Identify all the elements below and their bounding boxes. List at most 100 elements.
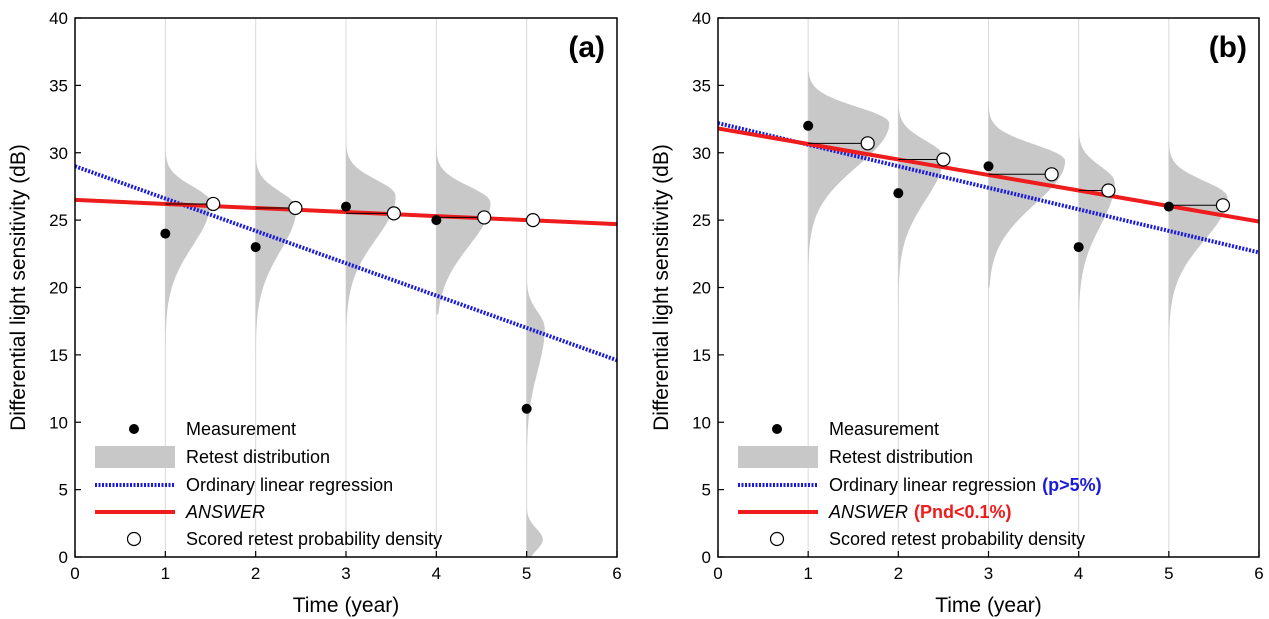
measurement-point (893, 188, 904, 199)
scored-retest-point (288, 200, 303, 216)
legend-entry-3: Ordinary linear regression (p>5%) (829, 475, 1102, 495)
x-tick-label: 2 (894, 564, 903, 583)
legend-entry-3: Ordinary linear regression (186, 475, 393, 495)
x-tick-label: 1 (161, 564, 170, 583)
x-tick-label: 4 (432, 564, 441, 583)
x-tick-label: 0 (70, 564, 79, 583)
scored-retest-point (386, 206, 401, 221)
scored-retest-point (477, 210, 492, 225)
retest-distribution-3 (346, 125, 396, 369)
scored-retest-point (525, 213, 541, 228)
y-tick-label: 20 (49, 279, 68, 298)
x-tick-label: 1 (803, 564, 812, 583)
retest-distribution-2 (898, 98, 944, 355)
y-tick-label: 5 (702, 481, 711, 500)
retest-distribution-4 (1078, 125, 1115, 557)
legend-distribution-symbol (738, 446, 818, 468)
y-tick-label: 35 (692, 76, 711, 95)
legend-distribution-symbol (95, 446, 175, 468)
y-tick-label: 0 (702, 548, 711, 567)
retest-distribution-5 (1168, 112, 1228, 382)
y-tick-label: 25 (49, 211, 68, 230)
y-tick-label: 30 (49, 144, 68, 163)
legend-label: Scored retest probability density (186, 529, 442, 549)
legend-label: Measurement (829, 419, 939, 439)
y-tick-label: 15 (49, 346, 68, 365)
measurement-point (1073, 242, 1084, 253)
measurement-point (521, 403, 532, 414)
legend-label: ANSWER (828, 502, 908, 522)
scored-retest-point (206, 196, 221, 212)
x-axis-title: Time (year) (935, 594, 1042, 617)
panel-label: (b) (1209, 31, 1247, 64)
legend-label: Scored retest probability density (829, 529, 1085, 549)
legend-label: ANSWER (185, 502, 265, 522)
retest-distribution-4 (436, 125, 491, 315)
legend-entry-2: Retest distribution (829, 447, 973, 467)
retest-distribution-3 (988, 98, 1066, 288)
panel-a: 0 1 2 3 4 5 6 0 5 10 15 20 25 30 35 40 Time (year) Differ… (7, 9, 622, 617)
y-axis-title: Differential light sensitivity (dB) (650, 144, 673, 431)
y-axis-title: Differential light sensitivity (dB) (7, 144, 30, 431)
panel-label: (a) (568, 31, 605, 64)
y-tick-label: 20 (692, 279, 711, 298)
legend-label: Retest distribution (829, 447, 973, 467)
x-tick-label: 3 (984, 564, 993, 583)
legend-entry-2: Retest distribution (186, 447, 330, 467)
scored-retest-point (1215, 198, 1231, 213)
x-tick-label: 6 (612, 564, 621, 583)
y-tick-label: 40 (692, 9, 711, 28)
scored-retest-point (860, 136, 875, 151)
legend-suffix: (p>5%) (1042, 475, 1102, 495)
legend-measurement-symbol (129, 424, 139, 434)
y-tick-label: 35 (49, 76, 68, 95)
legend-entry-1: Measurement (186, 419, 296, 439)
legend-scored-symbol (769, 531, 785, 547)
legend-entry-4: ANSWER (Pnd<0.1%) (828, 502, 1012, 522)
x-tick-label: 2 (251, 564, 260, 583)
retest-distribution-1 (165, 125, 211, 463)
measurement-point (160, 228, 171, 239)
x-tick-label: 5 (1164, 564, 1173, 583)
legend-measurement-symbol (772, 424, 782, 434)
legend-scored-symbol (126, 531, 142, 547)
x-tick-label: 0 (713, 564, 722, 583)
legend-label: Ordinary linear regression (186, 475, 393, 495)
y-tick-label: 40 (49, 9, 68, 28)
x-tick-label: 4 (1074, 564, 1083, 583)
measurement-point (1163, 201, 1174, 212)
measurement-point (983, 161, 994, 172)
legend-label: Ordinary linear regression (829, 475, 1036, 495)
retest-distribution-1 (808, 71, 890, 288)
x-tick-label: 6 (1254, 564, 1263, 583)
y-tick-label: 10 (49, 413, 68, 432)
x-tick-label: 3 (341, 564, 350, 583)
y-tick-label: 30 (692, 144, 711, 163)
panel-b: 0 1 2 3 4 5 6 0 5 10 15 20 25 30 35 40 Time (year) Differ… (650, 9, 1264, 617)
scored-retest-point (936, 152, 951, 167)
legend-label: Measurement (186, 419, 296, 439)
legend-entry-1: Measurement (829, 419, 939, 439)
x-tick-label: 5 (522, 564, 531, 583)
y-tick-label: 15 (692, 346, 711, 365)
legend-suffix: (Pnd<0.1%) (914, 502, 1012, 522)
legend-entry-5: Scored retest probability density (829, 529, 1085, 549)
scored-retest-point (1101, 183, 1116, 198)
measurement-point (341, 201, 351, 212)
legend: Measurement Retest distribution Ordinary l… (738, 419, 1102, 549)
measurement-point (250, 242, 261, 253)
legend-entry-4: ANSWER (185, 502, 265, 522)
legend-label: Retest distribution (186, 447, 330, 467)
y-tick-label: 25 (692, 211, 711, 230)
retest-distribution-2 (255, 125, 297, 463)
ordinary-regression-line (75, 164, 617, 363)
measurement-point (803, 120, 814, 131)
legend-entry-5: Scored retest probability density (186, 529, 442, 549)
y-tick-label: 0 (59, 548, 68, 567)
y-tick-label: 10 (692, 413, 711, 432)
y-tick-label: 5 (59, 481, 68, 500)
retest-distribution-5 (526, 112, 545, 557)
x-axis-title: Time (year) (293, 594, 400, 617)
measurement-point (431, 215, 442, 226)
